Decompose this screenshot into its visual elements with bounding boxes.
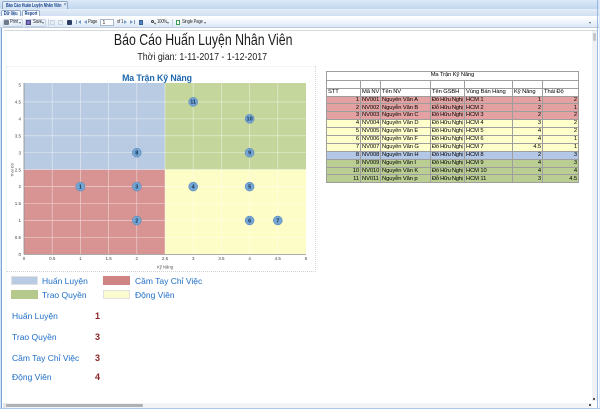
svg-text:4.5: 4.5 xyxy=(15,99,22,104)
svg-text:8: 8 xyxy=(135,151,138,157)
svg-text:11: 11 xyxy=(190,100,196,106)
svg-text:4.5: 4.5 xyxy=(275,256,282,261)
svg-text:2.5: 2.5 xyxy=(162,256,169,261)
svg-text:7: 7 xyxy=(276,218,279,224)
svg-text:3.5: 3.5 xyxy=(15,133,22,138)
svg-text:4: 4 xyxy=(248,256,251,261)
svg-text:Kỹ Năng: Kỹ Năng xyxy=(157,265,174,270)
svg-text:1: 1 xyxy=(18,218,21,223)
svg-text:5: 5 xyxy=(305,256,308,261)
svg-text:5: 5 xyxy=(248,184,251,190)
svg-text:4: 4 xyxy=(18,116,21,121)
svg-text:4: 4 xyxy=(192,184,196,190)
svg-text:5: 5 xyxy=(18,83,21,88)
svg-text:0.5: 0.5 xyxy=(15,235,22,240)
svg-text:0: 0 xyxy=(18,252,21,257)
svg-text:3: 3 xyxy=(18,150,21,155)
svg-text:6: 6 xyxy=(248,218,251,224)
svg-text:2: 2 xyxy=(18,184,21,189)
svg-text:3.5: 3.5 xyxy=(218,256,225,261)
svg-text:2: 2 xyxy=(136,256,139,261)
svg-text:1: 1 xyxy=(79,184,82,190)
svg-text:1: 1 xyxy=(79,256,82,261)
svg-text:2.5: 2.5 xyxy=(15,167,22,172)
svg-text:0.5: 0.5 xyxy=(49,256,56,261)
svg-text:10: 10 xyxy=(247,117,253,123)
svg-text:0: 0 xyxy=(23,256,26,261)
svg-text:3: 3 xyxy=(192,256,195,261)
svg-text:1.5: 1.5 xyxy=(105,256,112,261)
svg-text:9: 9 xyxy=(248,151,251,157)
svg-text:Thái Độ: Thái Độ xyxy=(10,162,15,177)
svg-text:3: 3 xyxy=(135,184,138,190)
svg-text:2: 2 xyxy=(135,218,138,224)
svg-text:1.5: 1.5 xyxy=(15,201,22,206)
